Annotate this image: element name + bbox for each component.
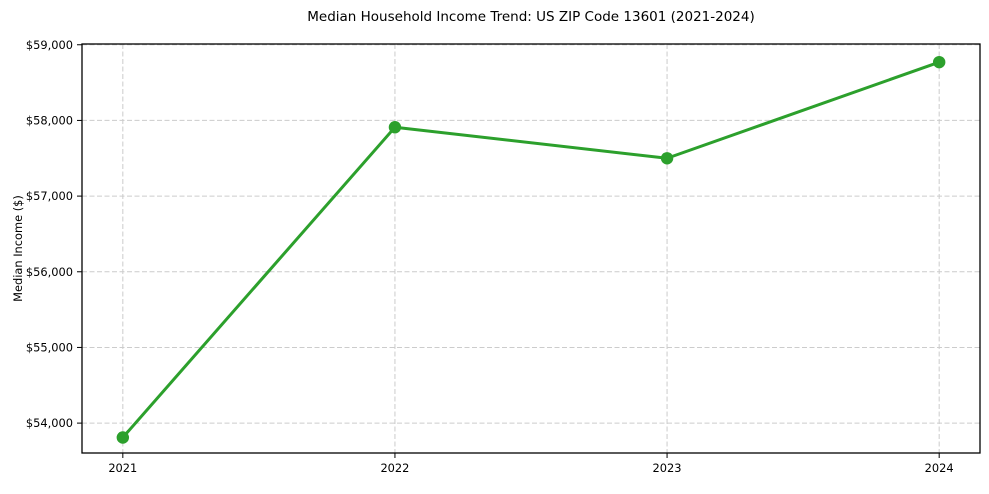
y-tick-label: $55,000	[26, 340, 73, 354]
y-axis-label: Median Income ($)	[11, 195, 25, 302]
data-point-marker	[116, 431, 130, 444]
trend-line	[121, 60, 941, 439]
chart-title: Median Household Income Trend: US ZIP Co…	[307, 9, 755, 25]
data-point-marker	[932, 55, 946, 69]
plot-border	[81, 43, 981, 454]
data-point-marker	[660, 152, 674, 165]
x-tick-label: 2022	[380, 461, 409, 475]
x-tick-label: 2021	[108, 461, 137, 475]
y-tick-label: $54,000	[26, 416, 73, 430]
y-tick-label: $57,000	[26, 189, 73, 203]
y-tick-label: $56,000	[26, 265, 73, 279]
plot-area: $54,000 $55,000 $56,000 $57,000 $58,000 $59,0…	[26, 38, 981, 475]
y-tick-label: $58,000	[26, 113, 73, 127]
x-tick-label: 2024	[925, 461, 954, 475]
y-tick-label: $59,000	[26, 38, 73, 52]
x-tick-label: 2023	[653, 461, 682, 475]
data-point-marker	[388, 121, 402, 134]
